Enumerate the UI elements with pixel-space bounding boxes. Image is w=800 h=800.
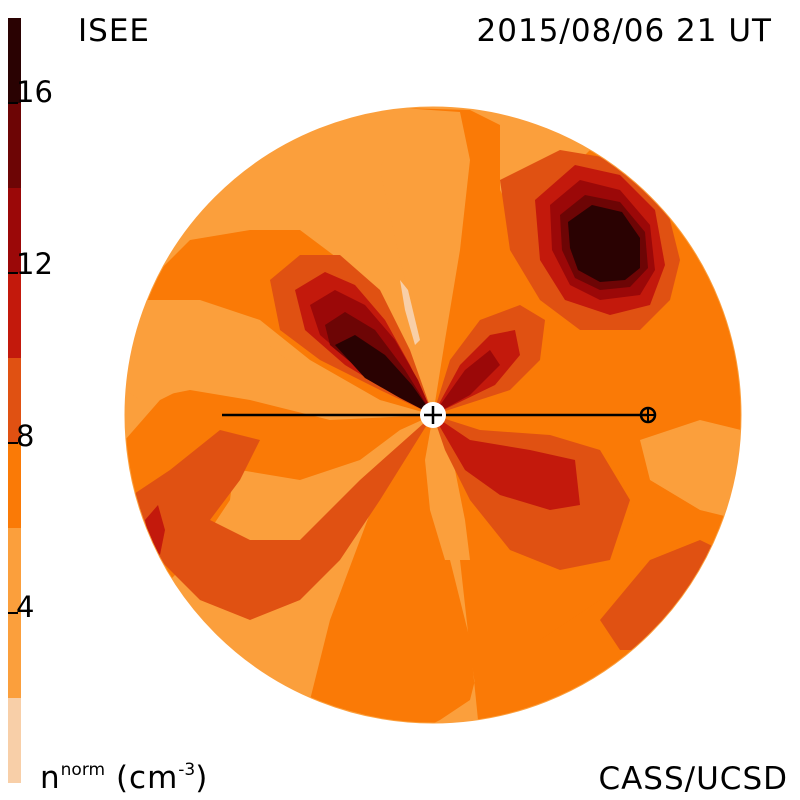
earth-icon (639, 406, 657, 424)
disk-outline (124, 106, 742, 724)
unit-base: n (40, 760, 61, 796)
unit-paren-close: ) (195, 760, 209, 796)
colorbar-band (8, 188, 21, 273)
colorbar (8, 18, 21, 783)
colorbar-tick-label: 12 (16, 247, 53, 281)
unit-exponent: -3 (178, 760, 196, 780)
colorbar-band (8, 443, 21, 528)
sun-icon (420, 402, 446, 428)
colorbar-band (8, 698, 21, 783)
unit-superscript: norm (60, 760, 106, 780)
colorbar-band (8, 273, 21, 358)
colorbar-ticks (8, 102, 18, 614)
unit-label: nnorm (cm-3) (40, 762, 208, 794)
colorbar-tick-label: 4 (16, 590, 35, 624)
credit-label: CASS/UCSD (598, 761, 788, 797)
colorbar-band (8, 18, 21, 103)
colorbar-band (8, 103, 21, 188)
unit-paren-open: (cm (105, 760, 179, 796)
colorbar-band (8, 358, 21, 443)
colorbar-tick-label: 16 (16, 75, 53, 109)
timestamp-label: 2015/08/06 21 UT (476, 13, 772, 49)
instrument-label: ISEE (78, 13, 150, 49)
colorbar-tick-label: 8 (16, 419, 35, 453)
